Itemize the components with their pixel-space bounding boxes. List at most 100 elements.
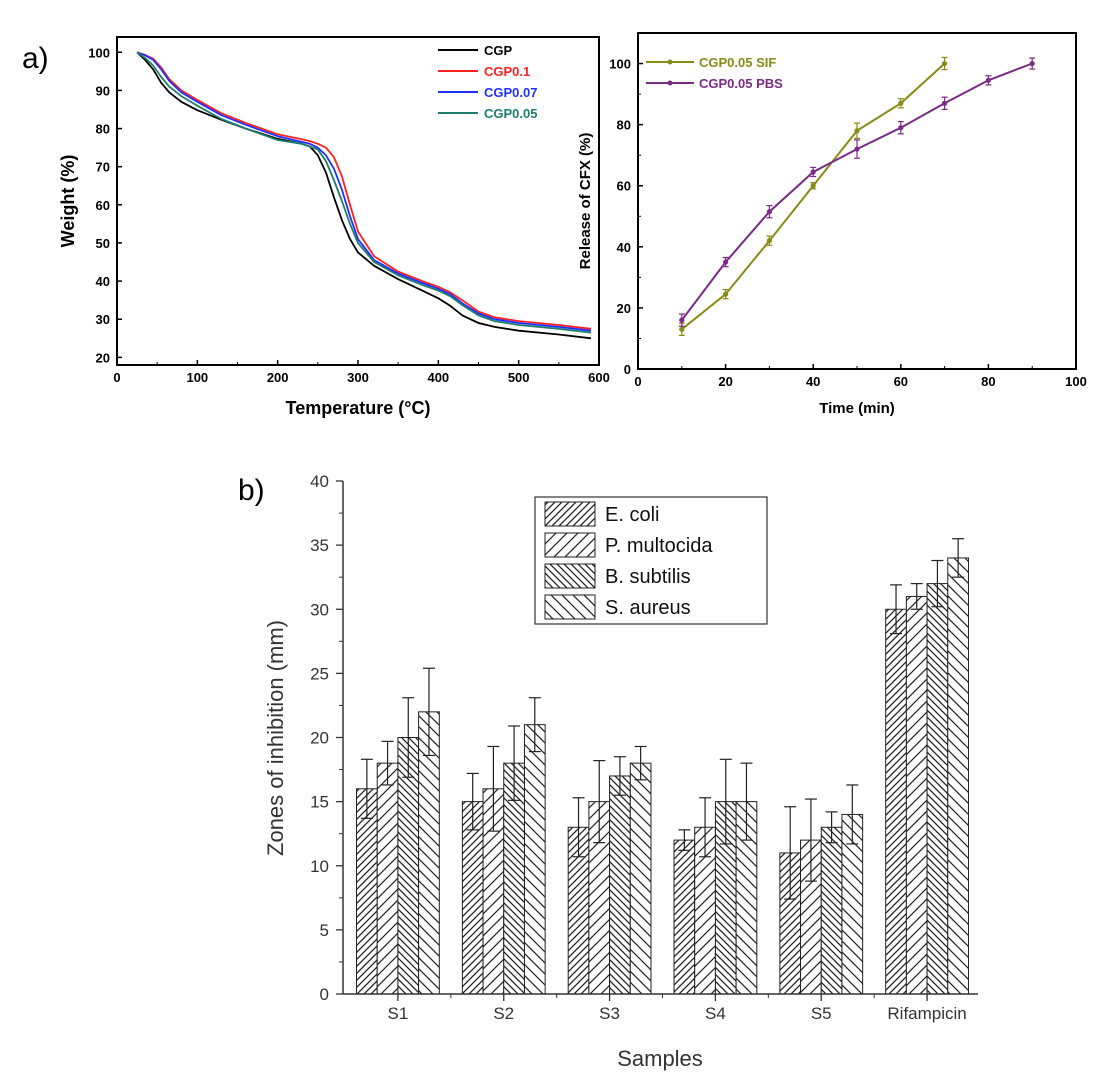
inhibition-y-tick-label: 35 [310, 536, 329, 555]
release-legend-marker-pbs [667, 80, 673, 86]
inhibition-x-tick-label: Rifampicin [887, 1004, 966, 1023]
inhibition-y-tick-label: 40 [310, 472, 329, 491]
release-y-tick-label: 100 [609, 57, 631, 72]
release-line-cgp0-05-pbs [681, 62, 1033, 321]
release-point-cgp0-05-pbs [810, 169, 816, 175]
tga-x-tick-label: 600 [588, 370, 610, 385]
tga-legend-label-cgp01: CGP0.1 [484, 64, 530, 79]
release-point-cgp0-05-pbs [898, 125, 904, 131]
release-x-tick-label: 40 [806, 374, 820, 389]
release-point-cgp0-05-sif [898, 100, 904, 106]
release-point-cgp0-05-sif [723, 291, 729, 297]
tga-x-axis-title: Temperature (°C) [286, 398, 431, 418]
inhibition-y-tick-label: 20 [310, 729, 329, 748]
inhibition-y-tick-label: 5 [320, 921, 329, 940]
bar-s2-s-aureus [523, 724, 546, 995]
inhibition-chart: 0 5 10 15 20 25 30 35 40 S1 S2 S3 S4 S5 Rifampicin Sam… [263, 472, 978, 1071]
tga-line-cgp0-1 [136, 51, 592, 330]
release-legend-label-sif: CGP0.05 SIF [699, 55, 776, 70]
release-x-tick-label: 20 [718, 374, 732, 389]
legend-label-b-subtilis: B. subtilis [605, 566, 691, 588]
bar-rifampicin-b-subtilis [926, 583, 949, 995]
bar-rifampicin-s-aureus [947, 557, 969, 995]
release-point-cgp0-05-pbs [1029, 60, 1035, 67]
bar-s1-e-coli [356, 788, 378, 995]
release-point-cgp0-05-sif [810, 183, 816, 189]
inhibition-y-tick-label: 0 [320, 985, 329, 1004]
tga-line-cgp [136, 51, 592, 340]
inhibition-y-tick-label: 10 [310, 857, 329, 876]
tga-y-tick-label: 30 [96, 312, 110, 327]
tga-x-tick-label: 100 [186, 370, 208, 385]
bar-s3-b-subtilis [609, 775, 631, 995]
release-point-cgp0-05-pbs [723, 259, 729, 265]
inhibition-x-tick-label: S2 [493, 1004, 514, 1023]
release-point-cgp0-05-sif [679, 326, 685, 332]
tga-y-tick-label: 90 [96, 83, 110, 98]
release-point-cgp0-05-pbs [679, 317, 685, 323]
release-legend: CGP0.05 SIF CGP0.05 PBS [646, 55, 783, 91]
bar-s4-e-coli [673, 839, 696, 995]
bar-s1-p-multocida [376, 762, 399, 995]
tga-x-tick-label: 300 [347, 370, 369, 385]
release-y-tick-label: 20 [617, 301, 631, 316]
legend-swatch-s-aureus [544, 594, 596, 620]
tga-y-tick-label: 60 [96, 198, 110, 213]
tga-y-tick-label: 50 [96, 236, 110, 251]
release-point-cgp0-05-sif [766, 238, 773, 244]
release-y-tick-label: 0 [624, 362, 631, 377]
panel-label-a: a) [22, 42, 49, 75]
legend-label-e-coli: E. coli [605, 504, 659, 526]
release-y-tick-label: 60 [617, 179, 631, 194]
inhibition-y-tick-label: 30 [310, 600, 329, 619]
inhibition-y-axis-title: Zones of inhibition (mm) [263, 620, 288, 856]
release-line-cgp0-05-sif [681, 62, 946, 331]
tga-y-tick-label: 20 [96, 350, 110, 365]
legend-label-p-multocida: P. multocida [605, 535, 713, 557]
legend-swatch-p-multocida [544, 532, 596, 558]
tga-line-cgp0-05 [136, 51, 592, 334]
release-x-tick-label: 100 [1065, 374, 1087, 389]
tga-x-tick-label: 0 [113, 370, 120, 385]
tga-chart: 0 100 200 300 400 500 600 20 30 40 50 60 70 80 90 100 T… [58, 36, 610, 418]
release-x-tick-label: 0 [634, 374, 641, 389]
release-chart: 0 20 40 60 80 100 0 20 40 60 80 100 Time (min) Rele… [577, 32, 1087, 417]
bar-s5-b-subtilis [820, 826, 843, 995]
release-y-tick-label: 40 [617, 240, 631, 255]
legend-swatch-b-subtilis [544, 563, 596, 589]
release-x-tick-label: 60 [894, 374, 908, 389]
tga-line-cgp0-07 [136, 51, 592, 332]
release-point-cgp0-05-pbs [854, 146, 860, 152]
tga-legend-label-cgp: CGP [484, 43, 513, 58]
release-point-cgp0-05-sif [854, 128, 860, 134]
release-point-cgp0-05-sif [942, 60, 948, 67]
inhibition-y-tick-label: 25 [310, 664, 329, 683]
inhibition-x-tick-label: S4 [705, 1004, 726, 1023]
release-point-cgp0-05-pbs [942, 100, 948, 106]
bar-s2-e-coli [461, 801, 484, 995]
tga-legend: CGP CGP0.1 CGP0.07 CGP0.05 [438, 43, 537, 121]
tga-y-tick-label: 80 [96, 122, 110, 137]
tga-legend-label-cgp007: CGP0.07 [484, 85, 537, 100]
release-y-axis-title: Release of CFX (%) [577, 133, 594, 270]
inhibition-x-tick-label: S5 [811, 1004, 832, 1023]
tga-x-tick-label: 500 [508, 370, 530, 385]
bar-rifampicin-e-coli [885, 608, 907, 995]
tga-x-tick-label: 400 [427, 370, 449, 385]
bar-rifampicin-p-multocida [905, 595, 928, 995]
release-point-cgp0-05-pbs [985, 77, 992, 83]
tga-x-tick-label: 200 [267, 370, 289, 385]
legend-label-s-aureus: S. aureus [605, 597, 691, 619]
tga-y-tick-label: 40 [96, 274, 110, 289]
inhibition-y-tick-label: 15 [310, 793, 329, 812]
inhibition-x-tick-label: S3 [599, 1004, 620, 1023]
release-point-cgp0-05-pbs [766, 209, 773, 215]
release-legend-marker-sif [667, 59, 673, 65]
tga-y-tick-label: 70 [96, 160, 110, 175]
panel-label-b: b) [238, 474, 265, 507]
bar-s3-s-aureus [629, 762, 652, 995]
release-x-tick-label: 80 [981, 374, 995, 389]
tga-y-axis-title: Weight (%) [58, 155, 78, 248]
inhibition-x-tick-label: S1 [388, 1004, 409, 1023]
